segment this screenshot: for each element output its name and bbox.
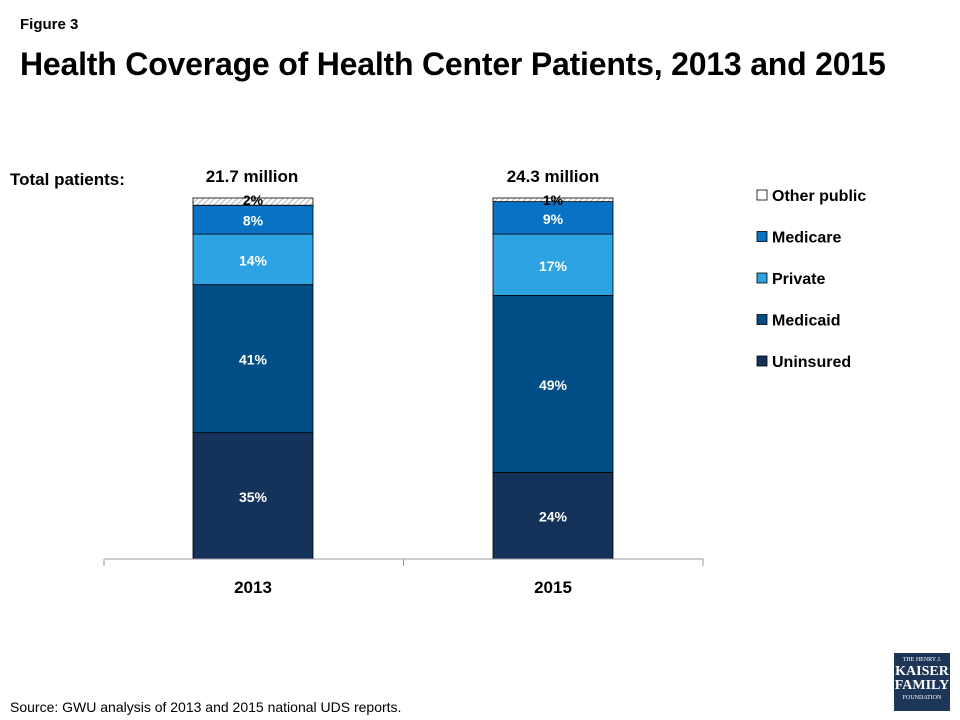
total-patients-2013: 21.7 million (205, 167, 299, 186)
bar-medicaid-2015 (492, 295, 614, 473)
data-label-uninsured-2013: 35% (239, 489, 268, 505)
data-label-medicare-2013: 8% (243, 213, 264, 229)
x-tick-label-2013: 2013 (234, 578, 272, 597)
legend-label-private: Private (772, 271, 825, 288)
logo-line-2: KAISER (895, 664, 949, 679)
logo-line-4: FOUNDATION (902, 695, 942, 701)
bar-medicaid-2013 (192, 284, 314, 434)
bar-private-2013 (192, 233, 314, 286)
legend-swatch-private (756, 272, 768, 284)
legend-swatch-medicaid (756, 314, 768, 325)
bar-uninsured-2015 (492, 471, 614, 560)
legend-label-medicare: Medicare (772, 230, 841, 247)
bar-medicare-2015 (492, 201, 614, 235)
data-label-uninsured-2015: 24% (539, 509, 568, 525)
legend-label-other-public: Other public (772, 188, 866, 205)
data-label-medicaid-2013: 41% (239, 352, 268, 368)
legend-label-uninsured: Uninsured (772, 354, 851, 371)
chart-title: Health Coverage of Health Center Patient… (20, 46, 886, 82)
kff-logo: THE HENRY J. KAISER FAMILY FOUNDATION (894, 653, 950, 711)
logo-line-1: THE HENRY J. (902, 657, 942, 663)
bar-other-public-2013 (192, 197, 314, 206)
legend-label-medicaid: Medicaid (772, 313, 840, 330)
total-patients-2015: 24.3 million (506, 167, 600, 186)
data-label-other-public-2015: 1% (543, 192, 564, 208)
bar-private-2015 (492, 233, 614, 296)
legend-swatch-medicare (756, 231, 768, 242)
data-label-medicare-2015: 9% (543, 211, 564, 227)
source-note: Source: GWU analysis of 2013 and 2015 na… (10, 699, 402, 715)
legend-swatch-uninsured (756, 355, 768, 367)
legend-swatch-other-public (756, 189, 768, 201)
data-label-private-2015: 17% (539, 258, 568, 274)
bar-other-public-2015 (492, 197, 614, 203)
data-label-other-public-2013: 2% (243, 192, 264, 208)
bar-medicare-2013 (192, 204, 314, 235)
figure-label: Figure 3 (20, 16, 79, 33)
x-tick-label-2015: 2015 (534, 578, 572, 597)
total-patients-label: Total patients: (10, 170, 125, 189)
logo-line-3: FAMILY (894, 678, 950, 693)
data-label-private-2013: 14% (239, 252, 268, 268)
data-label-medicaid-2015: 49% (539, 377, 568, 393)
